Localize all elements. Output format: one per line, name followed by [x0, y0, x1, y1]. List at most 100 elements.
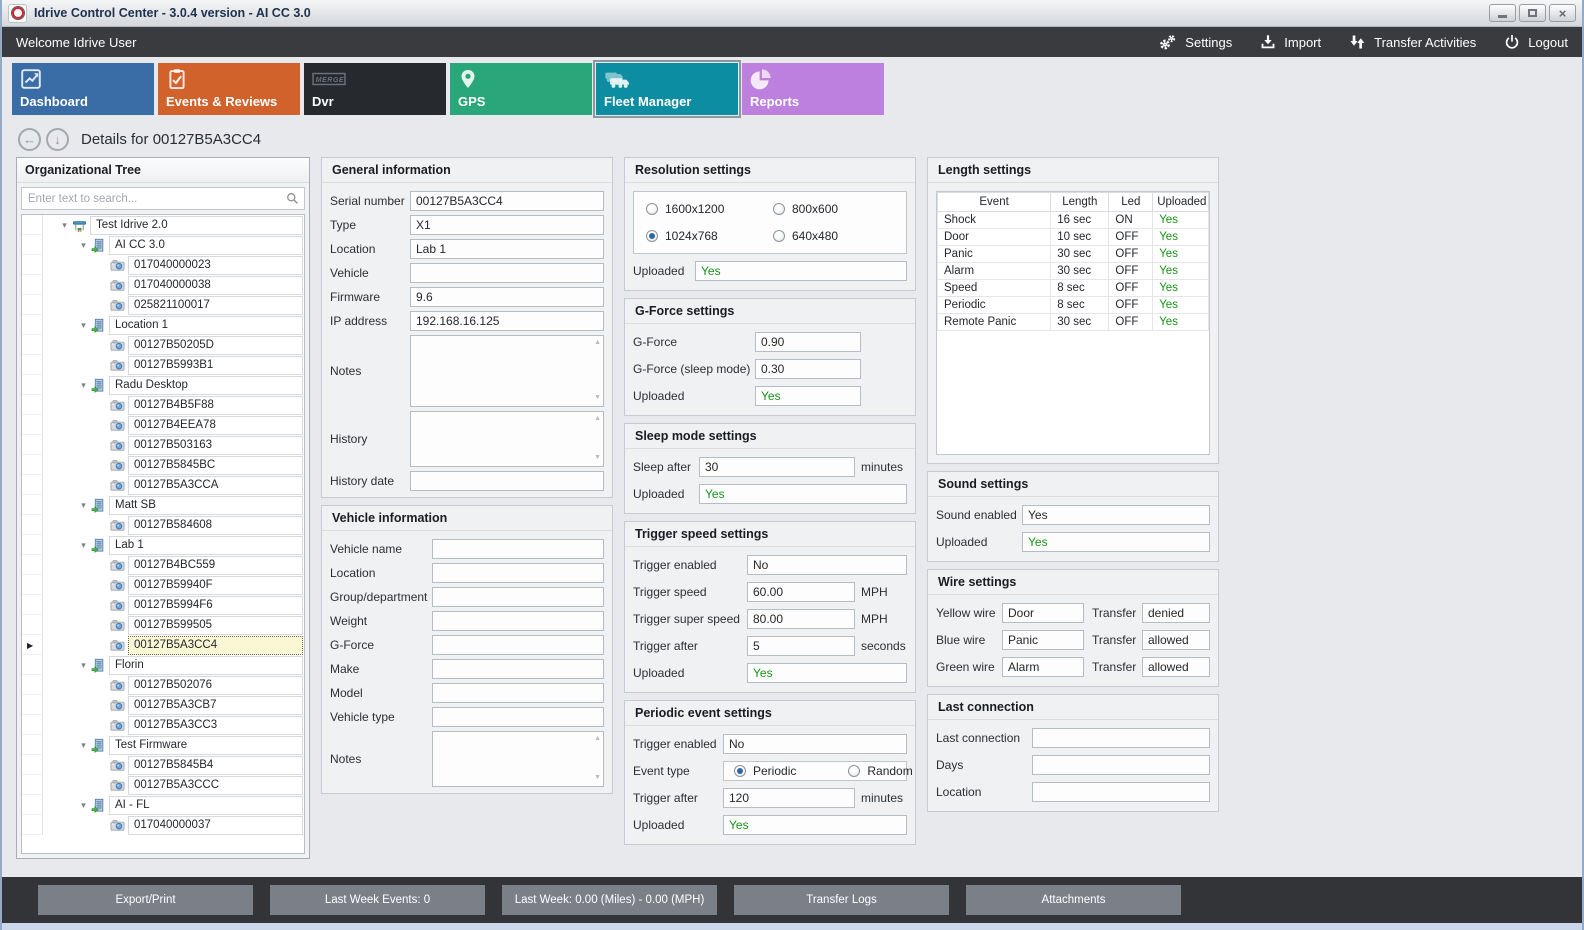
resolution-option-1024x768[interactable]: 1024x768 [646, 229, 767, 243]
vehicle-name-input[interactable] [432, 539, 604, 559]
location-input[interactable] [410, 239, 604, 259]
resolution-option-1600x1200[interactable]: 1600x1200 [646, 202, 767, 216]
tree-node-00127b4eea78[interactable]: 00127B4EEA78 [22, 415, 304, 435]
tree-node-00127b5994f6[interactable]: 00127B5994F6 [22, 595, 304, 615]
expander-icon[interactable] [76, 500, 91, 511]
trigger-speed-input[interactable] [747, 582, 855, 602]
wire-transfer-input[interactable] [1142, 630, 1210, 650]
tree-node-00127b5845b4[interactable]: 00127B5845B4 [22, 755, 304, 775]
toolbar-transfer-activities-button[interactable]: Transfer Activities [1349, 34, 1476, 50]
resolution-option-640x480[interactable]: 640x480 [773, 229, 894, 243]
minimize-button[interactable] [1489, 4, 1516, 22]
wire-event-input[interactable] [1002, 603, 1084, 623]
tree-node-017040000038[interactable]: 017040000038 [22, 275, 304, 295]
history-textarea[interactable] [410, 411, 604, 467]
resolution-option-800x600[interactable]: 800x600 [773, 202, 894, 216]
expander-icon[interactable] [57, 220, 72, 231]
tree-node-radu-desktop[interactable]: Radu Desktop [22, 375, 304, 395]
tree-node-00127b5a3cb7[interactable]: 00127B5A3CB7 [22, 695, 304, 715]
last-location-input[interactable] [1032, 782, 1210, 802]
tree-node-florin[interactable]: Florin [22, 655, 304, 675]
last-connection-input[interactable] [1032, 728, 1210, 748]
tree-node-00127b4bc559[interactable]: 00127B4BC559 [22, 555, 304, 575]
maximize-button[interactable] [1519, 4, 1546, 22]
tree-node-00127b59940f[interactable]: 00127B59940F [22, 575, 304, 595]
expander-icon[interactable] [76, 240, 91, 251]
expander-icon[interactable] [76, 540, 91, 551]
periodic-enabled-input[interactable] [723, 734, 907, 754]
periodic-after-input[interactable] [723, 788, 855, 808]
sleep-after-input[interactable] [699, 457, 855, 477]
days-input[interactable] [1032, 755, 1210, 775]
vehicle-input[interactable] [410, 263, 604, 283]
tree-node-00127b4b5f88[interactable]: 00127B4B5F88 [22, 395, 304, 415]
footer-button-last-week-0-00-miles-0-00-mph[interactable]: Last Week: 0.00 (Miles) - 0.00 (MPH) [502, 885, 717, 915]
tab-fleet-manager[interactable]: Fleet Manager [593, 60, 741, 118]
toolbar-logout-button[interactable]: Logout [1504, 34, 1568, 50]
trigger-super-speed-input[interactable] [747, 609, 855, 629]
wire-event-input[interactable] [1002, 630, 1084, 650]
expander-icon[interactable] [76, 320, 91, 331]
tree-node-025821100017[interactable]: 025821100017 [22, 295, 304, 315]
gforce-sleep-input[interactable] [755, 359, 861, 379]
ip-address-input[interactable] [410, 311, 604, 331]
gforce-input[interactable] [755, 332, 861, 352]
tree-node-00127b5845bc[interactable]: 00127B5845BC [22, 455, 304, 475]
tab-events-reviews[interactable]: Events & Reviews [158, 63, 300, 115]
tree-node-00127b5993b1[interactable]: 00127B5993B1 [22, 355, 304, 375]
group-department-input[interactable] [432, 587, 604, 607]
tab-dashboard[interactable]: Dashboard [12, 63, 154, 115]
footer-button-transfer-logs[interactable]: Transfer Logs [734, 885, 949, 915]
wire-transfer-input[interactable] [1142, 657, 1210, 677]
tree-node-00127b5a3ccc[interactable]: 00127B5A3CCC [22, 775, 304, 795]
event-type-option-periodic[interactable]: Periodic [734, 764, 796, 778]
toolbar-settings-button[interactable]: Settings [1157, 34, 1232, 51]
toolbar-import-button[interactable]: Import [1260, 34, 1321, 50]
tree-node-test-idrive-2-0[interactable]: Test Idrive 2.0 [22, 215, 304, 235]
expander-icon[interactable] [76, 800, 91, 811]
tree-node-location-1[interactable]: Location 1 [22, 315, 304, 335]
tree-node-ai-cc-3-0[interactable]: AI CC 3.0 [22, 235, 304, 255]
notes-textarea[interactable] [410, 335, 604, 407]
tab-gps[interactable]: GPS [450, 63, 592, 115]
vehicle-type-input[interactable] [432, 707, 604, 727]
tree-node-017040000023[interactable]: 017040000023 [22, 255, 304, 275]
expander-icon[interactable] [76, 380, 91, 391]
wire-transfer-input[interactable] [1142, 603, 1210, 623]
tree-node-00127b584608[interactable]: 00127B584608 [22, 515, 304, 535]
tab-reports[interactable]: Reports [742, 63, 884, 115]
tab-dvr[interactable]: MERGE Dvr [304, 63, 446, 115]
tree-node-00127b502076[interactable]: 00127B502076 [22, 675, 304, 695]
firmware-input[interactable] [410, 287, 604, 307]
event-type-option-random[interactable]: Random [848, 764, 913, 778]
tree-node-matt-sb[interactable]: Matt SB [22, 495, 304, 515]
tree-node-017040000037[interactable]: 017040000037 [22, 815, 304, 835]
vehicle-notes-textarea[interactable] [432, 731, 604, 787]
tree-node-00127b5a3cc4[interactable]: 00127B5A3CC4 [22, 635, 304, 655]
vehicle-location-input[interactable] [432, 563, 604, 583]
expander-icon[interactable] [76, 740, 91, 751]
tree-node-test-firmware[interactable]: Test Firmware [22, 735, 304, 755]
close-button[interactable]: × [1549, 4, 1576, 22]
footer-button-last-week-events-0[interactable]: Last Week Events: 0 [270, 885, 485, 915]
wire-event-input[interactable] [1002, 657, 1084, 677]
tree-node-00127b599505[interactable]: 00127B599505 [22, 615, 304, 635]
back-button[interactable]: ← [18, 127, 41, 151]
trigger-after-input[interactable] [747, 636, 855, 656]
type-input[interactable] [410, 215, 604, 235]
tree-node-ai-fl[interactable]: AI - FL [22, 795, 304, 815]
weight-input[interactable] [432, 611, 604, 631]
trigger-enabled-input[interactable] [747, 555, 907, 575]
tree-node-00127b5a3cc3[interactable]: 00127B5A3CC3 [22, 715, 304, 735]
make-input[interactable] [432, 659, 604, 679]
tree-node-00127b5a3cca[interactable]: 00127B5A3CCA [22, 475, 304, 495]
scroll-down-button[interactable]: ↓ [46, 127, 69, 151]
tree-search-input[interactable] [21, 187, 305, 210]
footer-button-export-print[interactable]: Export/Print [38, 885, 253, 915]
tree-node-lab-1[interactable]: Lab 1 [22, 535, 304, 555]
serial-number-input[interactable] [410, 191, 604, 211]
footer-button-attachments[interactable]: Attachments [966, 885, 1181, 915]
vehicle-gforce-input[interactable] [432, 635, 604, 655]
tree-node-00127b50205d[interactable]: 00127B50205D [22, 335, 304, 355]
tree-node-00127b503163[interactable]: 00127B503163 [22, 435, 304, 455]
